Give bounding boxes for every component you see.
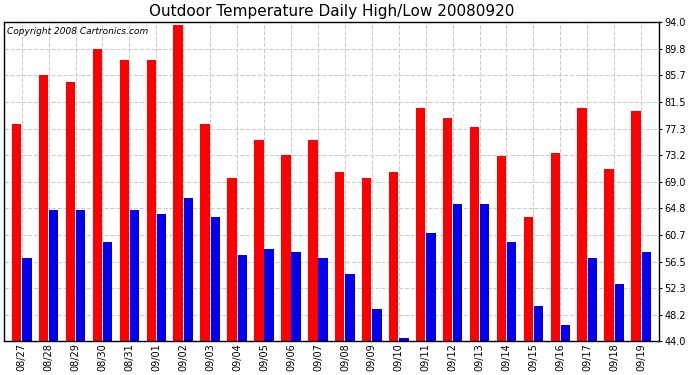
Bar: [200, 124, 210, 342]
Bar: [146, 60, 156, 342]
Bar: [416, 108, 425, 342]
Bar: [399, 338, 408, 342]
Bar: [507, 242, 516, 342]
Bar: [615, 284, 624, 342]
Bar: [210, 217, 220, 342]
Bar: [39, 75, 48, 342]
Bar: [130, 210, 139, 342]
Bar: [184, 198, 193, 342]
Bar: [173, 25, 183, 342]
Bar: [282, 155, 290, 342]
Bar: [237, 255, 247, 342]
Bar: [335, 172, 344, 342]
Bar: [588, 258, 597, 342]
Bar: [12, 124, 21, 342]
Bar: [103, 242, 112, 342]
Bar: [470, 127, 479, 342]
Bar: [604, 169, 614, 342]
Bar: [291, 252, 301, 342]
Bar: [76, 210, 86, 342]
Bar: [631, 111, 641, 342]
Bar: [642, 252, 651, 342]
Bar: [497, 156, 506, 342]
Bar: [66, 82, 75, 342]
Text: Copyright 2008 Cartronics.com: Copyright 2008 Cartronics.com: [8, 27, 148, 36]
Bar: [362, 178, 371, 342]
Bar: [426, 233, 435, 342]
Bar: [578, 108, 587, 342]
Bar: [345, 274, 355, 342]
Bar: [453, 204, 462, 342]
Bar: [480, 204, 489, 342]
Bar: [318, 258, 328, 342]
Bar: [443, 118, 452, 342]
Bar: [534, 306, 543, 342]
Bar: [22, 258, 32, 342]
Bar: [227, 178, 237, 342]
Bar: [524, 217, 533, 342]
Bar: [119, 60, 129, 342]
Bar: [92, 49, 102, 342]
Bar: [264, 249, 274, 342]
Bar: [372, 309, 382, 342]
Bar: [551, 153, 560, 342]
Bar: [49, 210, 59, 342]
Bar: [389, 172, 398, 342]
Bar: [157, 213, 166, 342]
Bar: [308, 140, 317, 342]
Title: Outdoor Temperature Daily High/Low 20080920: Outdoor Temperature Daily High/Low 20080…: [149, 4, 514, 19]
Bar: [561, 326, 570, 342]
Bar: [254, 140, 264, 342]
